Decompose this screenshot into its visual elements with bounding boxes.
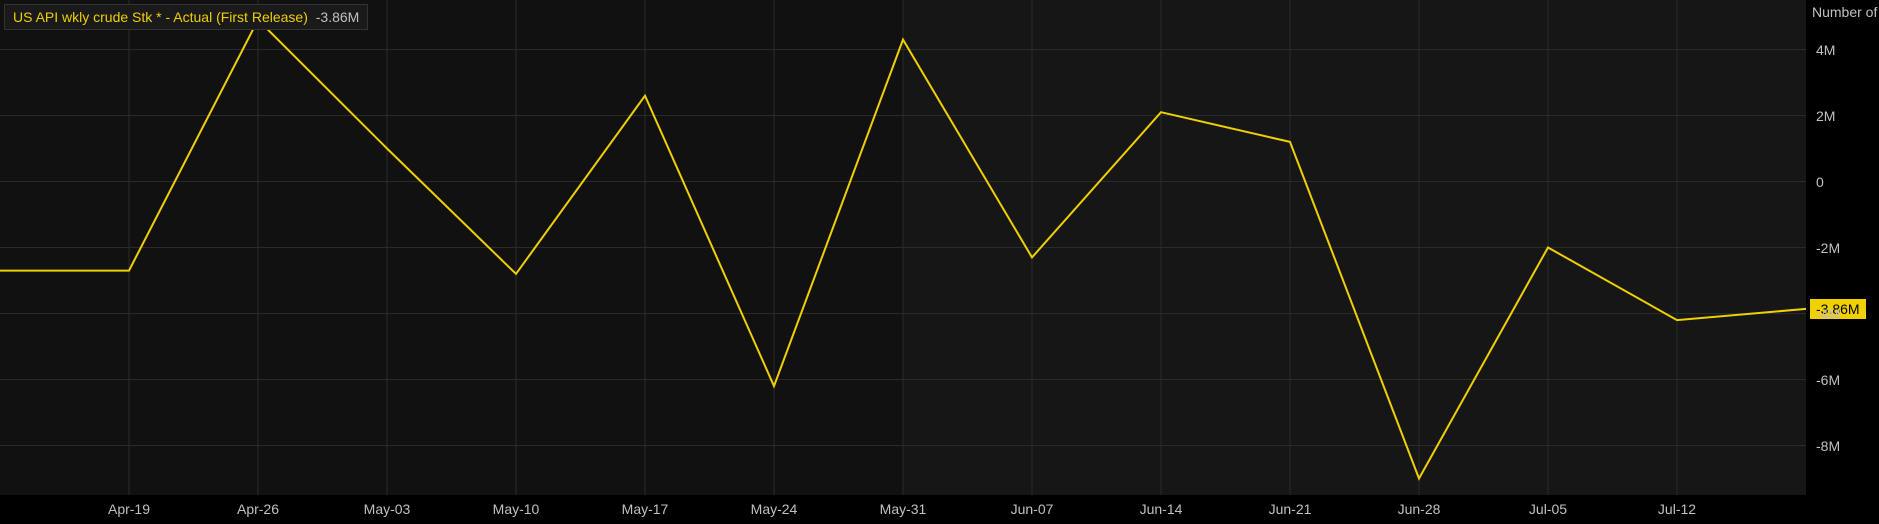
y-axis-title: Number of bbox=[1812, 4, 1877, 20]
y-tick-label: -4M bbox=[1816, 306, 1840, 322]
y-tick-label: 4M bbox=[1816, 42, 1835, 58]
x-tick-label: May-03 bbox=[364, 501, 411, 517]
legend-series-value: -3.86M bbox=[316, 9, 360, 25]
x-tick-label: May-31 bbox=[880, 501, 927, 517]
x-tick-label: Jun-28 bbox=[1398, 501, 1441, 517]
x-tick-label: Jun-21 bbox=[1269, 501, 1312, 517]
x-tick-label: Jul-12 bbox=[1658, 501, 1696, 517]
x-tick-label: Apr-26 bbox=[237, 501, 279, 517]
y-tick-label: 2M bbox=[1816, 108, 1835, 124]
y-tick-label: -6M bbox=[1816, 372, 1840, 388]
legend-series-name: US API wkly crude Stk * - Actual (First … bbox=[13, 9, 308, 25]
x-tick-label: Jun-07 bbox=[1011, 501, 1054, 517]
x-tick-label: Apr-19 bbox=[108, 501, 150, 517]
x-tick-label: May-10 bbox=[493, 501, 540, 517]
chart-plot-area[interactable] bbox=[0, 0, 1879, 524]
y-tick-label: -2M bbox=[1816, 240, 1840, 256]
x-tick-label: Jun-14 bbox=[1140, 501, 1183, 517]
legend-box: US API wkly crude Stk * - Actual (First … bbox=[4, 4, 368, 30]
x-tick-label: May-17 bbox=[622, 501, 669, 517]
x-tick-label: Jul-05 bbox=[1529, 501, 1567, 517]
y-tick-label: 0 bbox=[1816, 174, 1824, 190]
y-tick-label: -8M bbox=[1816, 438, 1840, 454]
x-tick-label: May-24 bbox=[751, 501, 798, 517]
chart-container: US API wkly crude Stk * - Actual (First … bbox=[0, 0, 1879, 524]
